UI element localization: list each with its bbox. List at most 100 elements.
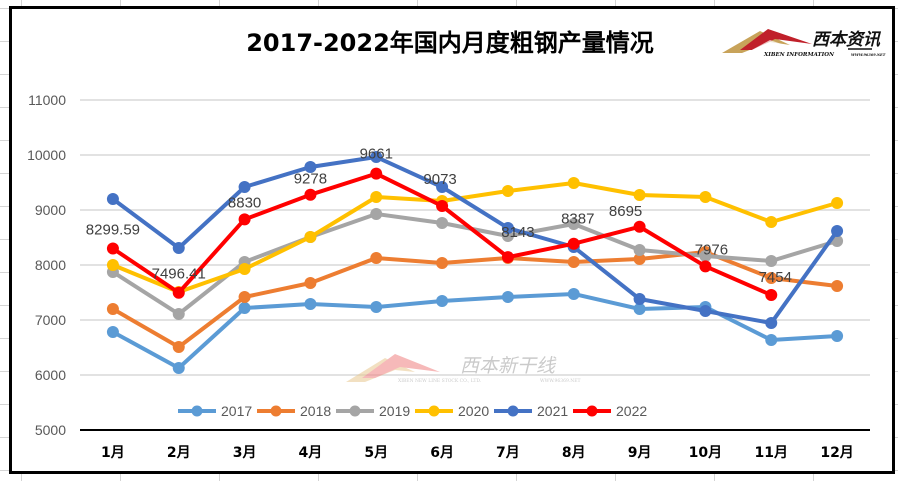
legend-item-2018: 2018	[257, 403, 331, 419]
legend-item-2017: 2017	[178, 403, 252, 419]
logo: 西本资讯 XIBEN INFORMATION WWW.96369.NET	[722, 29, 886, 58]
series-2022	[106, 167, 778, 302]
x-axis-ticks: 1月 2月 3月 4月 5月 6月 7月 8月 9月 10月 11月 12月	[101, 445, 854, 461]
data-point-2020	[106, 259, 119, 271]
data-label: 8299.59	[86, 222, 140, 239]
data-point-2017	[765, 334, 778, 347]
x-tick-label: 4月	[299, 445, 323, 461]
y-tick-label: 6000	[35, 367, 66, 383]
data-point-2022	[699, 260, 712, 273]
logo-name-en: XIBEN INFORMATION	[763, 52, 835, 58]
data-point-2022	[501, 251, 514, 264]
data-point-2019	[765, 254, 778, 267]
data-point-2017	[567, 287, 580, 300]
data-point-2022	[567, 237, 580, 250]
data-label: 8830	[228, 194, 261, 211]
data-point-2020	[633, 188, 646, 201]
legend-item-2019: 2019	[336, 403, 410, 419]
chart-frame	[9, 6, 895, 474]
data-point-2022	[765, 289, 778, 302]
legend-item-2021: 2021	[494, 403, 568, 419]
data-point-2019	[633, 243, 646, 256]
data-point-2020	[765, 215, 778, 228]
series-2021	[106, 150, 844, 330]
data-point-2018	[567, 255, 580, 268]
x-tick-label: 1月	[101, 445, 125, 461]
data-point-2021	[699, 304, 712, 317]
x-tick-label: 12月	[820, 445, 853, 461]
watermark-name-cn: 西本新干线	[460, 355, 557, 377]
data-point-2018	[765, 271, 778, 284]
data-point-2019	[436, 216, 449, 229]
series-line-2020	[112, 180, 838, 295]
data-point-2018	[106, 303, 119, 315]
x-tick-label: 6月	[430, 445, 454, 461]
data-label: 8143	[501, 224, 534, 241]
data-point-2021	[436, 181, 449, 194]
legend-label: 2018	[300, 403, 331, 419]
data-point-2017	[436, 295, 449, 308]
legend-label: 2020	[458, 403, 489, 419]
y-axis-ticks: 5000 6000 7000 8000 9000 10000 11000	[27, 92, 66, 438]
data-point-2021	[831, 225, 844, 238]
data-point-2018	[172, 341, 185, 354]
x-tick-label: 2月	[167, 445, 191, 461]
legend-swatch-marker	[191, 405, 203, 417]
data-point-2017	[106, 325, 119, 338]
data-point-2018	[831, 280, 844, 293]
data-point-2022	[304, 188, 317, 201]
data-point-2020	[567, 176, 580, 189]
legend-swatch-marker	[270, 405, 282, 417]
data-point-2019	[172, 308, 185, 321]
data-point-2020	[699, 191, 712, 204]
data-point-2020	[304, 231, 317, 244]
data-point-2021	[633, 292, 646, 305]
y-tick-label: 11000	[28, 92, 66, 108]
data-point-2020	[831, 197, 844, 210]
legend-label: 2019	[379, 403, 410, 419]
series-lines	[106, 150, 844, 375]
legend-swatch-marker	[428, 405, 440, 417]
x-tick-label: 11月	[755, 445, 788, 461]
data-point-2018	[633, 253, 646, 266]
data-label: 7976	[695, 241, 728, 258]
data-point-2022	[633, 220, 646, 233]
data-point-2019	[567, 218, 580, 231]
data-point-2021	[370, 150, 383, 163]
y-tick-label: 9000	[35, 202, 66, 218]
x-tick-label: 9月	[628, 445, 652, 461]
data-label: 9661	[360, 146, 393, 163]
x-tick-label: 8月	[562, 445, 586, 461]
legend-label: 2021	[537, 403, 568, 419]
data-point-2017	[370, 301, 383, 314]
data-point-2021	[172, 242, 185, 255]
series-line-2021	[111, 154, 839, 326]
y-tick-label: 8000	[35, 257, 66, 273]
logo-name-cn: 西本资讯	[812, 30, 882, 50]
data-point-2021	[304, 160, 317, 173]
y-tick-label: 7000	[35, 312, 66, 328]
x-tick-label: 7月	[496, 445, 520, 461]
x-tick-label: 5月	[364, 445, 388, 461]
data-point-2020	[501, 185, 514, 198]
data-label: 8695	[609, 203, 642, 220]
data-point-2021	[238, 181, 251, 194]
data-point-2020	[238, 263, 251, 276]
legend-item-2020: 2020	[415, 403, 489, 419]
data-point-2017	[238, 302, 251, 315]
chart-title: 2017-2022年国内月度粗钢产量情况	[246, 29, 654, 57]
x-tick-label: 3月	[233, 445, 257, 461]
data-point-2020	[370, 191, 383, 204]
watermark-name-en: XIBEN NEW LINE STOCK CO., LTD.	[398, 378, 482, 384]
series-2017	[106, 287, 844, 375]
data-point-2018	[304, 276, 317, 289]
data-point-2021	[106, 193, 119, 205]
data-point-2017	[304, 297, 317, 310]
data-point-2022	[238, 213, 251, 226]
legend-swatch-marker	[349, 405, 361, 417]
data-point-2022	[370, 167, 383, 180]
y-tick-label: 5000	[35, 422, 66, 438]
data-point-2018	[436, 257, 449, 270]
data-point-2022	[172, 286, 185, 299]
